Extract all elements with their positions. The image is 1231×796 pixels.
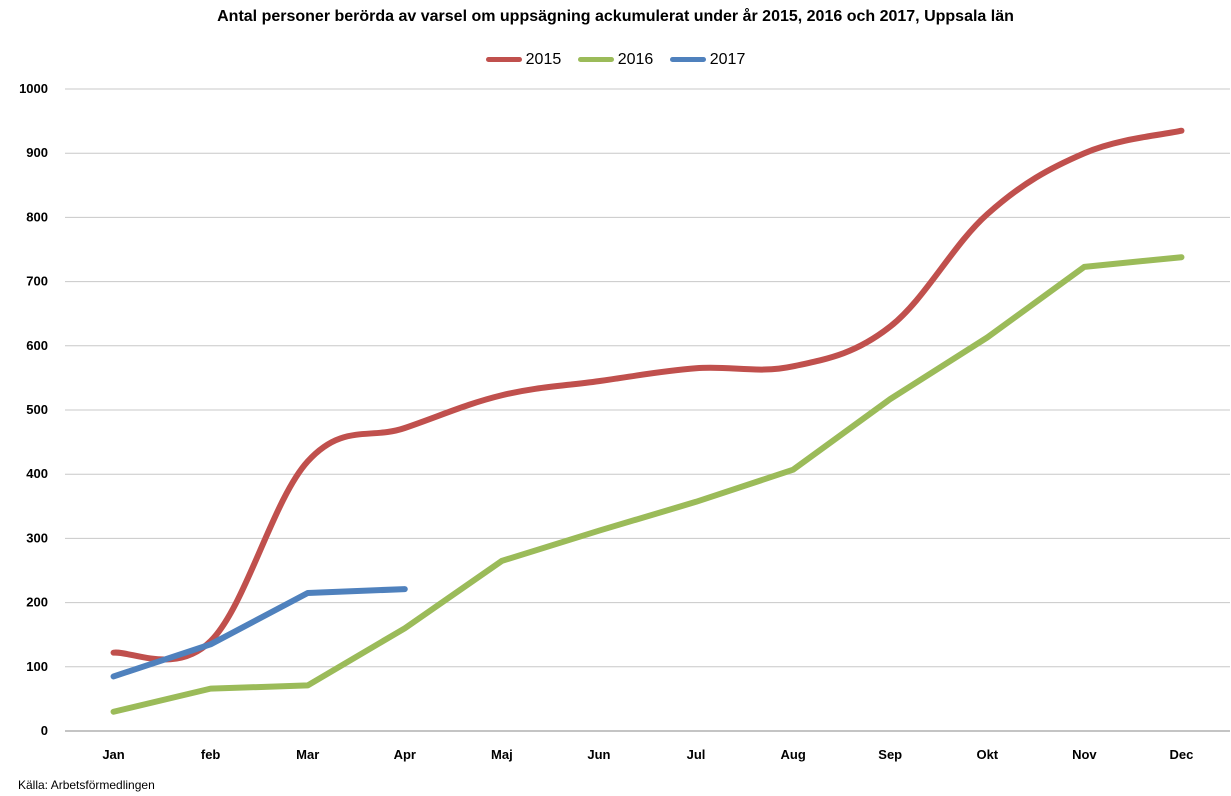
y-tick-label: 700 — [26, 274, 48, 289]
x-tick-label: feb — [201, 747, 221, 762]
y-tick-label: 500 — [26, 402, 48, 417]
legend-item-2017: 2017 — [669, 50, 746, 69]
x-axis: Jan feb Mar Apr Maj Jun Jul Aug Sep Okt Nov Dec — [102, 747, 1193, 762]
legend-swatch-2016 — [577, 57, 614, 62]
y-tick-label: 0 — [41, 723, 48, 738]
y-tick-label: 900 — [26, 145, 48, 160]
legend-label-2017: 2017 — [709, 50, 746, 68]
legend-label-2015: 2015 — [525, 50, 562, 68]
x-tick-label: Sep — [878, 747, 902, 762]
series-line-2016 — [110, 254, 1185, 715]
series-line-2017 — [110, 586, 408, 680]
x-tick-label: Maj — [491, 747, 513, 762]
gridlines — [65, 88, 1230, 732]
x-tick-label: Mar — [296, 747, 319, 762]
x-tick-label: Dec — [1170, 747, 1194, 762]
legend-item-2016: 2016 — [577, 50, 654, 69]
series-line-2015 — [110, 127, 1185, 663]
y-tick-label: 600 — [26, 338, 48, 353]
x-tick-label: Jan — [102, 747, 124, 762]
y-tick-label: 800 — [26, 209, 48, 224]
x-tick-label: Jun — [587, 747, 610, 762]
legend-swatch-2015 — [485, 57, 522, 62]
series-lines — [110, 127, 1185, 715]
y-tick-label: 400 — [26, 466, 48, 481]
x-tick-label: Apr — [394, 747, 416, 762]
x-tick-label: Nov — [1072, 747, 1097, 762]
legend-item-2015: 2015 — [485, 50, 562, 69]
y-tick-label: 100 — [26, 659, 48, 674]
y-tick-label: 200 — [26, 595, 48, 610]
y-axis: 0 100 200 300 400 500 600 700 800 900 1000 — [19, 81, 48, 738]
source-note: Källa: Arbetsförmedlingen — [18, 778, 155, 792]
legend: 2015 2016 2017 — [0, 49, 1231, 69]
y-tick-label: 1000 — [19, 81, 48, 96]
chart-title: Antal personer berörda av varsel om upps… — [217, 8, 1014, 25]
y-tick-label: 300 — [26, 530, 48, 545]
legend-swatch-2017 — [669, 57, 706, 62]
x-tick-label: Okt — [976, 747, 998, 762]
x-tick-label: Jul — [687, 747, 706, 762]
legend-label-2016: 2016 — [617, 50, 654, 68]
x-tick-label: Aug — [780, 747, 805, 762]
